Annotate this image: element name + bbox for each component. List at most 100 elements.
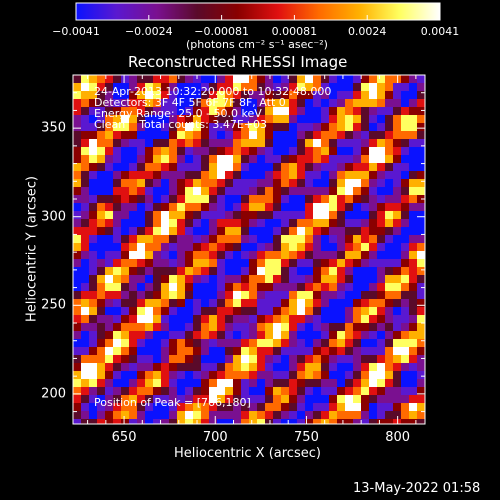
heatmap-cell [321,379,330,388]
heatmap-cell [265,363,274,372]
heatmap-cell [369,203,378,212]
heatmap-cell [217,339,226,348]
heatmap-cell [105,331,114,340]
heatmap-cell [345,379,354,388]
heatmap-cell [81,155,90,164]
heatmap-cell [265,139,274,148]
heatmap-cell [209,323,218,332]
heatmap-cell [129,235,138,244]
heatmap-cell [89,171,98,180]
heatmap-cell [145,187,154,196]
heatmap-cell [265,355,274,364]
heatmap-cell [73,283,82,292]
heatmap-cell [169,187,178,196]
heatmap-cell [73,219,82,228]
heatmap-cell [113,75,122,84]
heatmap-cell [209,347,218,356]
heatmap-cell [121,171,130,180]
heatmap-cell [145,291,154,300]
heatmap-cell [401,419,410,424]
heatmap-cell [193,315,202,324]
heatmap-cell [177,123,186,132]
heatmap-cell [345,147,354,156]
heatmap-cell [153,219,162,228]
heatmap-cell [233,171,242,180]
heatmap-cell [377,251,386,260]
heatmap-cell [97,203,106,212]
heatmap-cell [217,211,226,220]
heatmap-cell [321,331,330,340]
heatmap-cell [249,395,258,404]
heatmap-cell [81,219,90,228]
heatmap-cell [345,155,354,164]
heatmap-cell [225,235,234,244]
heatmap-cell [345,251,354,260]
heatmap-cell [233,91,242,100]
heatmap-cell [337,203,346,212]
heatmap-cell [81,107,90,116]
heatmap-cell [233,187,242,196]
heatmap-cell [81,267,90,276]
heatmap-cell [169,307,178,316]
heatmap-cell [169,163,178,172]
heatmap-cell [121,299,130,308]
heatmap-cell [217,275,226,284]
heatmap-cell [137,171,146,180]
heatmap-cell [97,275,106,284]
heatmap-cell [209,91,218,100]
heatmap-cell [185,115,194,124]
heatmap-cell [273,331,282,340]
heatmap-cell [113,219,122,228]
heatmap-cell [273,163,282,172]
heatmap-cell [201,155,210,164]
heatmap-cell [73,155,82,164]
heatmap-cell [337,411,346,420]
heatmap-cell [353,259,362,268]
heatmap-cell [305,347,314,356]
heatmap-cell [89,251,98,260]
heatmap-cell [353,195,362,204]
heatmap-cell [353,323,362,332]
heatmap-cell [217,411,226,420]
heatmap-cell [369,267,378,276]
heatmap-cell [353,331,362,340]
heatmap-cell [209,251,218,260]
heatmap-cell [409,387,418,396]
heatmap-cell [145,203,154,212]
heatmap-cell [265,203,274,212]
heatmap-cell [241,331,250,340]
heatmap-cell [249,267,258,276]
heatmap-cell [377,419,386,424]
heatmap-cell [353,107,362,116]
heatmap-cell [129,91,138,100]
heatmap-cell [353,243,362,252]
heatmap-cell [313,363,322,372]
heatmap-cell [137,283,146,292]
heatmap-cell [185,235,194,244]
heatmap-cell [353,291,362,300]
heatmap-cell [321,155,330,164]
heatmap-cell [409,355,418,364]
heatmap-cell [281,139,290,148]
heatmap-cell [385,123,394,132]
heatmap-cell [377,139,386,148]
heatmap-cell [105,147,114,156]
heatmap-cell [209,371,218,380]
heatmap-cell [137,251,146,260]
heatmap-cell [265,163,274,172]
heatmap-cell [233,339,242,348]
heatmap-cell [233,315,242,324]
heatmap-cell [73,315,82,324]
heatmap-cell [113,147,122,156]
heatmap-cell [185,179,194,188]
heatmap-cell [313,395,322,404]
heatmap-cell [257,235,266,244]
heatmap-cell [393,307,402,316]
heatmap-cell [313,219,322,228]
heatmap-cell [113,275,122,284]
heatmap-cell [81,339,90,348]
heatmap-cell [185,243,194,252]
heatmap-cell [89,315,98,324]
heatmap-cell [233,147,242,156]
heatmap-cell [313,123,322,132]
